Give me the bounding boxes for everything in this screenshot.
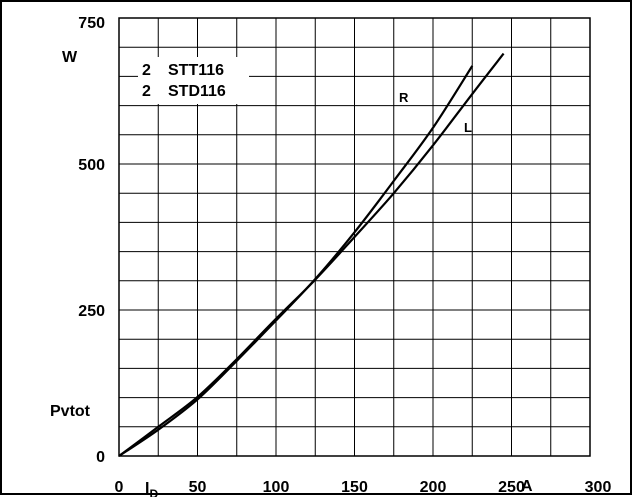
- x-axis-label-subscript: D: [149, 487, 158, 497]
- y-unit-label: W: [62, 49, 78, 66]
- x-tick-label: 100: [263, 479, 290, 496]
- x-axis-label-main: I: [145, 480, 149, 497]
- y-tick-label: 250: [78, 303, 105, 320]
- grid: [119, 18, 590, 456]
- x-tick-label: 50: [189, 479, 207, 496]
- y-tick-label: 0: [96, 449, 105, 466]
- series-line-l: [118, 52, 505, 457]
- legend-text-1: STT116: [168, 62, 224, 79]
- x-tick-label: 150: [341, 479, 368, 496]
- y-tick-label: 750: [78, 15, 105, 32]
- x-tick-label: 300: [585, 479, 612, 496]
- x-tick-label: 200: [420, 479, 447, 496]
- y-axis-label: Pvtot: [50, 403, 91, 420]
- legend-number-2: 2: [142, 83, 151, 100]
- x-tick-label: 250: [498, 479, 525, 496]
- series: [118, 52, 505, 457]
- legend-box: [138, 57, 249, 104]
- legend-number-1: 2: [142, 62, 151, 79]
- y-tick-label: 500: [78, 157, 105, 174]
- x-axis-label: ID: [145, 480, 158, 497]
- series-label-r: R: [399, 90, 409, 105]
- legend-text-2: STD116: [168, 83, 226, 100]
- x-tick-label: 0: [115, 479, 124, 496]
- series-label-l: L: [464, 120, 472, 135]
- plot-area-border: [118, 17, 591, 457]
- x-unit-label: A: [521, 478, 533, 495]
- tick-labels: 0 50 100 150 200 250 300 0 250 500 750: [78, 15, 611, 496]
